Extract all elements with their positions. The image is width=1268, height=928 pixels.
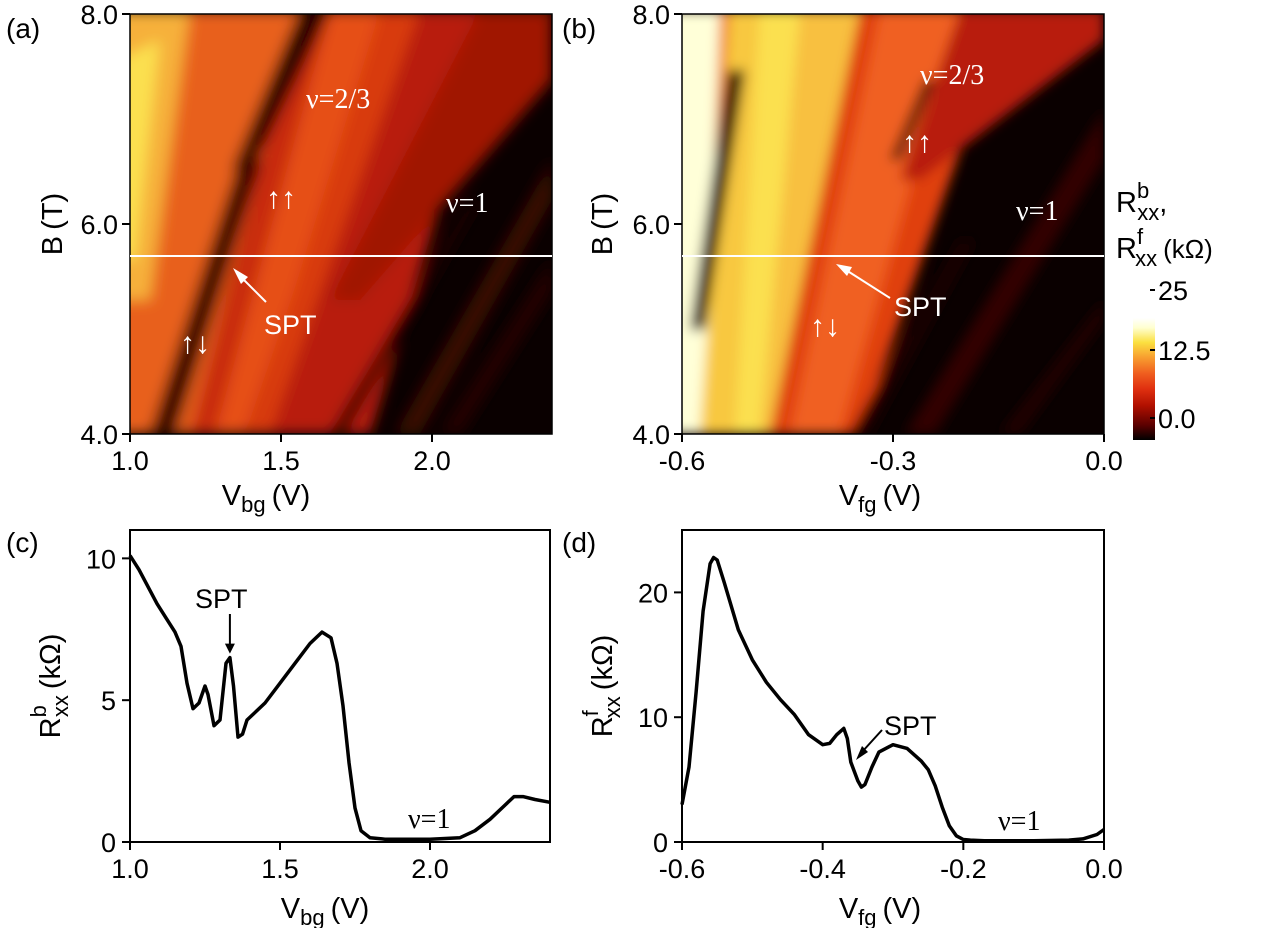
y-tick-d-1: 10 [638,703,668,733]
x-axis-b: -0.6 -0.3 0.0 Vfg (V) [659,434,1123,517]
nu-2-3-label-b: ν=2/3 [920,60,984,91]
x-tick-b-2: 0.0 [1085,446,1123,476]
x-axis-label-c: Vbg (V) [281,893,370,928]
panel-d: (d) -0.6 -0.4 -0.2 0.0 0 10 20 SPT ν=1 Vfg (V)… [562,527,1123,928]
spin-up-down-label-a: ↑↓ [180,327,210,360]
x-axis-label-d: Vfg (V) [839,893,921,928]
heatmap-a [130,14,552,434]
x-axis-d: -0.6 -0.4 -0.2 0.0 [659,842,1123,884]
colorbar-tick-25: 25 [1158,276,1188,306]
plot-frame-c [129,529,551,843]
annotation-spt-c: SPT [195,584,248,654]
spin-up-up-label-a: ↑↑ [266,182,296,215]
y-axis-b: 8.0 6.0 4.0 B(T) [587,0,682,450]
colorbar-tick-12-5: 12.5 [1158,336,1211,366]
colorbar-label-line2: Rf xx (kΩ) [1116,224,1213,271]
panel-d-label: (d) [562,527,596,558]
spt-label-a: SPT [264,310,317,340]
x-tick-a-2: 2.0 [413,446,451,476]
spt-label-d: SPT [884,711,937,741]
y-axis-label-d: Rfxx(kΩ) [578,635,625,738]
spt-label-b: SPT [894,292,947,322]
y-tick-d-2: 20 [638,578,668,608]
y-axis-d: 0 10 20 [638,578,682,858]
y-axis-label-b: B(T) [587,193,619,255]
y-tick-c-0: 0 [101,828,116,858]
y-tick-b-1: 6.0 [632,210,670,240]
x-tick-d-0: -0.6 [659,854,706,884]
x-axis-label-a: Vbg (V) [222,480,311,517]
y-tick-c-1: 5 [101,686,116,716]
plot-frame-d [681,529,1105,843]
y-axis-label-a: B(T) [37,193,69,255]
colorbar-gradient [1133,318,1155,440]
y-axis-a: 8.0 6.0 4.0 B(T) [37,0,130,450]
y-tick-d-0: 0 [653,828,668,858]
heatmap-b [682,14,1104,434]
spt-label-c: SPT [195,584,248,614]
annotation-spt-a: SPT [233,268,317,340]
spin-up-down-label-b: ↑↓ [810,310,840,343]
series-line-c [128,554,551,841]
y-tick-b-2: 8.0 [632,0,670,30]
y-tick-c-2: 10 [86,544,116,574]
panel-c-label: (c) [6,527,39,558]
annotation-spt-b: SPT [836,264,947,322]
x-tick-c-1: 1.5 [261,854,299,884]
nu-1-label-b: ν=1 [1016,196,1058,227]
panel-c: (c) 1.0 1.5 2.0 0 5 10 SPT ν=1 Vbg (V) Rbxx(k… [6,527,551,928]
y-tick-b-0: 4.0 [632,420,670,450]
x-axis-label-b: Vfg (V) [839,480,921,517]
colorbar-tick-0: 0.0 [1158,404,1196,434]
nu-1-label-d: ν=1 [998,806,1040,837]
annotation-spt-d: SPT [856,711,937,760]
x-tick-a-0: 1.0 [111,446,149,476]
panel-b: (b) SPT [562,0,1123,517]
x-tick-b-1: -0.3 [870,446,917,476]
x-tick-c-2: 2.0 [411,854,449,884]
panel-a: (a) SPT [6,0,553,517]
y-tick-a-1: 6.0 [80,210,118,240]
panel-b-label: (b) [562,13,596,44]
x-axis-a: 1.0 1.5 2.0 Vbg (V) [111,434,451,517]
colorbar-label-line1: Rb xx, [1116,178,1167,225]
y-axis-c: 0 5 10 [86,544,130,858]
nu-1-label-c: ν=1 [408,804,450,835]
nu-2-3-label-a: ν=2/3 [306,84,370,115]
colorbar: Rb xx, Rf xx (kΩ) 25 12.5 0.0 [1116,178,1213,440]
nu-1-label-a: ν=1 [446,188,488,219]
x-tick-d-2: -0.2 [940,854,987,884]
panel-a-label: (a) [6,13,40,44]
y-tick-a-2: 8.0 [80,0,118,30]
x-axis-c: 1.0 1.5 2.0 [111,842,449,884]
x-tick-d-3: 0.0 [1085,854,1123,884]
series-line-d [680,555,1106,843]
x-tick-b-0: -0.6 [659,446,706,476]
spin-up-up-label-b: ↑↑ [902,126,932,159]
y-tick-a-0: 4.0 [80,420,118,450]
x-tick-d-1: -0.4 [799,854,846,884]
x-tick-c-0: 1.0 [111,854,149,884]
x-tick-a-1: 1.5 [262,446,300,476]
y-axis-label-c: Rbxx(kΩ) [26,634,73,739]
